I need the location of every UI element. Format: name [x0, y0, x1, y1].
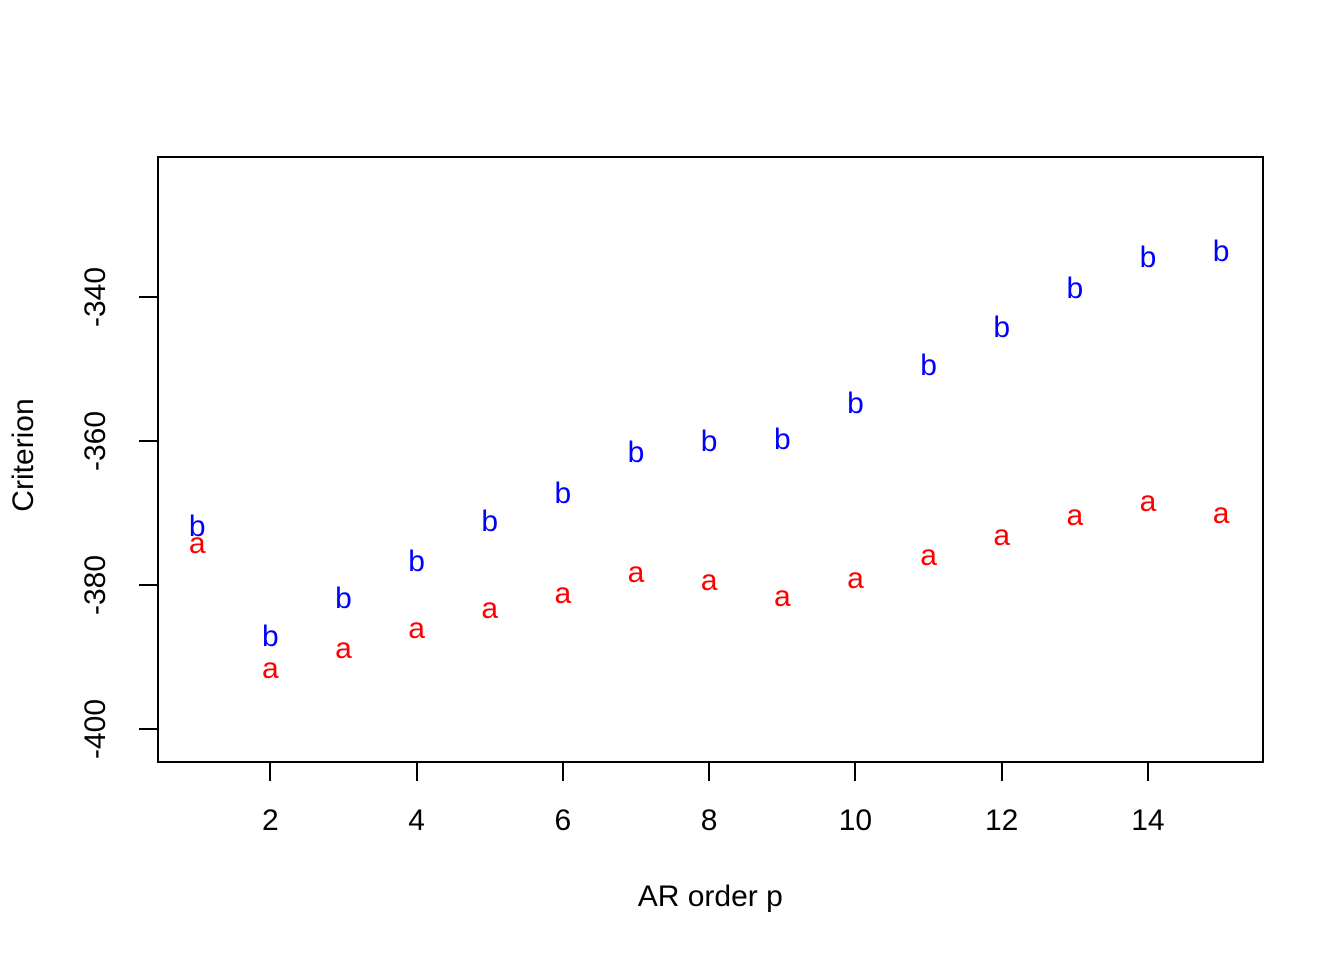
- data-point-a: a: [847, 562, 864, 596]
- x-tick: [1000, 762, 1003, 781]
- data-point-a: a: [1212, 497, 1230, 531]
- y-axis-title: Criterion: [7, 398, 40, 512]
- x-tick-label: 12: [984, 804, 1019, 837]
- x-tick-label: 8: [700, 804, 718, 837]
- data-point-a: a: [335, 631, 352, 665]
- data-point-a: a: [408, 611, 425, 645]
- y-tick: [139, 583, 157, 586]
- y-tick-label: -360: [79, 411, 112, 472]
- x-tick-label: 14: [1131, 804, 1165, 837]
- y-tick: [139, 440, 157, 443]
- data-point-b: b: [700, 424, 718, 458]
- y-tick-label: -340: [79, 267, 112, 328]
- data-point-b: b: [920, 348, 937, 382]
- data-point-b: b: [554, 476, 572, 510]
- data-point-a: a: [700, 563, 718, 597]
- x-tick-label: 10: [838, 804, 873, 837]
- y-tick: [139, 296, 157, 299]
- data-point-a: a: [773, 580, 791, 614]
- x-tick: [561, 762, 564, 781]
- data-point-b: b: [335, 582, 352, 616]
- plot-area: [157, 156, 1264, 763]
- data-point-a: a: [627, 556, 645, 590]
- data-point-b: b: [1066, 271, 1084, 305]
- data-point-b: b: [627, 435, 645, 469]
- x-tick-label: 4: [408, 804, 425, 837]
- data-point-b: b: [993, 311, 1011, 345]
- data-point-a: a: [188, 526, 206, 560]
- x-tick: [415, 762, 418, 781]
- y-tick-label: -400: [79, 698, 112, 759]
- data-point-a: a: [1139, 485, 1157, 519]
- data-point-b: b: [847, 386, 864, 420]
- x-tick: [269, 762, 272, 781]
- y-tick: [139, 727, 157, 730]
- data-point-a: a: [481, 591, 499, 625]
- data-point-a: a: [993, 519, 1011, 552]
- data-point-b: b: [262, 619, 279, 653]
- x-tick: [708, 762, 711, 781]
- y-tick-label: -380: [79, 554, 112, 615]
- x-tick-label: 6: [554, 804, 572, 837]
- data-point-a: a: [920, 539, 937, 573]
- data-point-b: b: [481, 505, 499, 539]
- data-point-b: b: [1212, 234, 1230, 268]
- x-tick: [1146, 762, 1149, 781]
- data-point-b: b: [773, 422, 791, 456]
- x-axis-title: AR order p: [637, 880, 783, 913]
- x-tick-label: 2: [262, 804, 279, 837]
- x-tick: [854, 762, 857, 781]
- data-point-b: b: [188, 509, 206, 543]
- data-point-b: b: [408, 544, 425, 578]
- data-point-a: a: [262, 652, 279, 686]
- data-point-b: b: [1139, 241, 1157, 275]
- data-point-a: a: [1066, 498, 1084, 532]
- data-point-a: a: [554, 577, 572, 611]
